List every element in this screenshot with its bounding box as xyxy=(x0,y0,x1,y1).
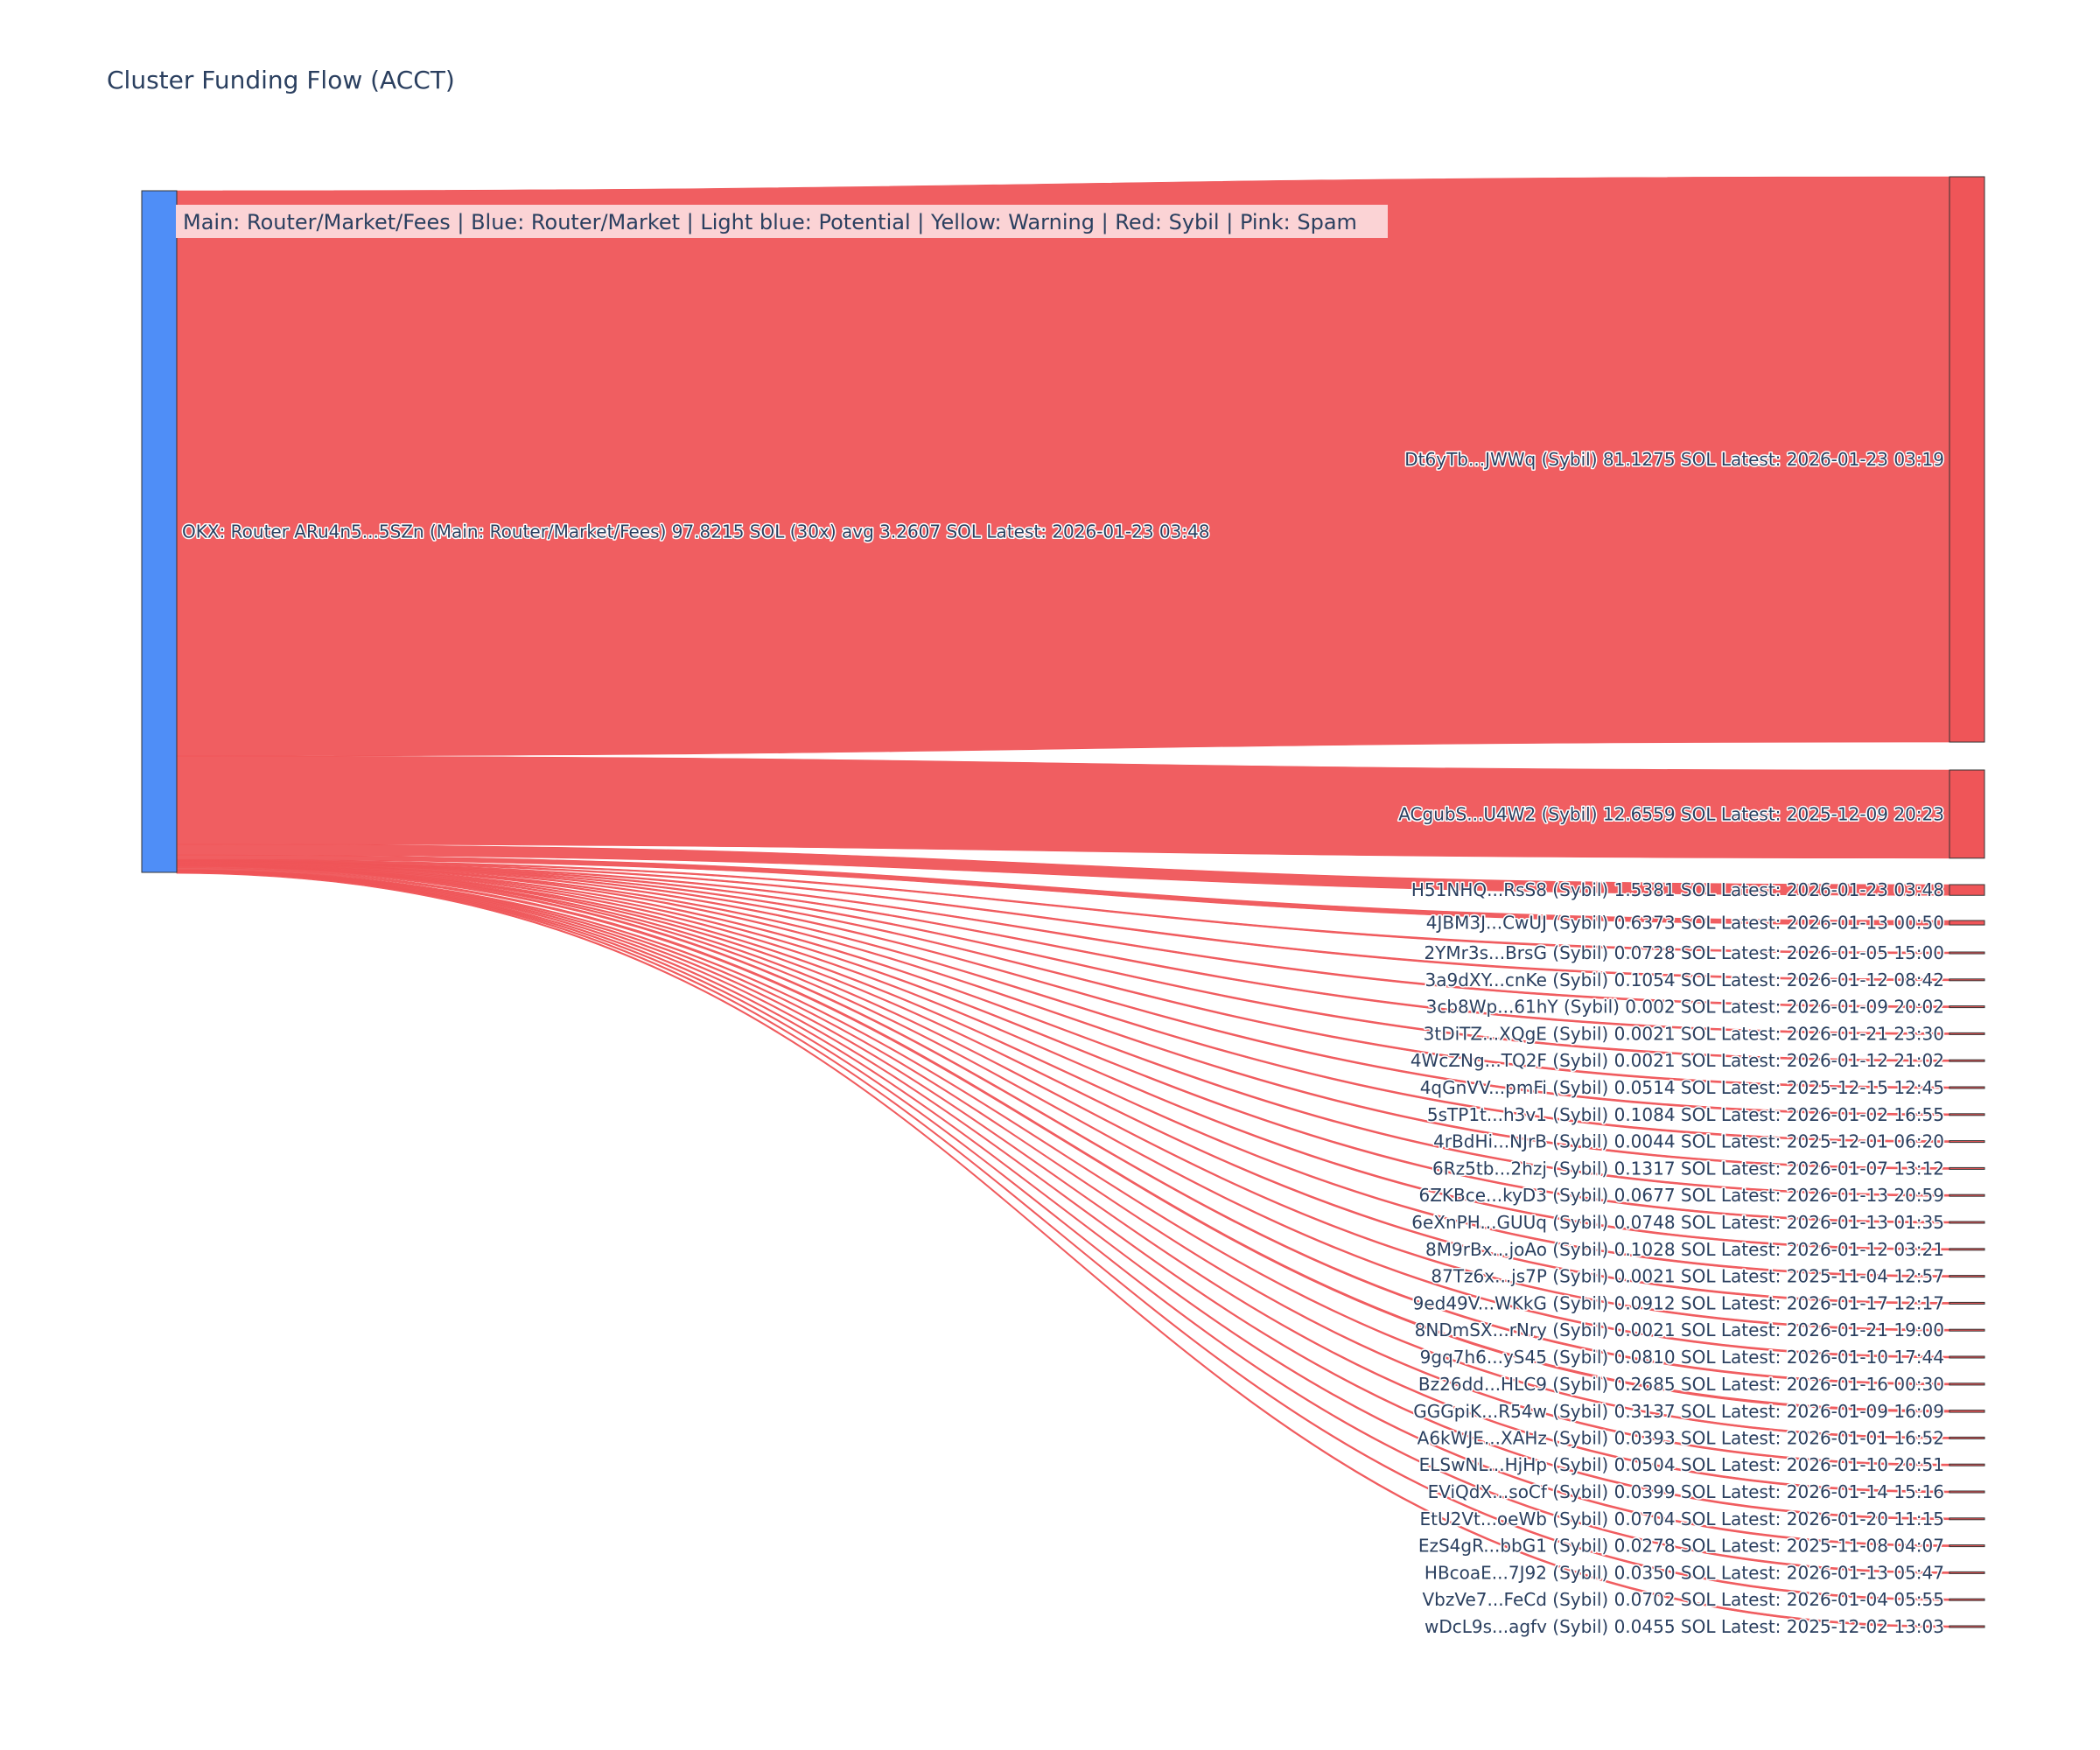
target-node xyxy=(1949,1275,1985,1278)
target-node xyxy=(1949,951,1985,955)
target-node-label: 6Rz5tb...2hzj (Sybil) 0.1317 SOL Latest:… xyxy=(1432,1158,1944,1179)
target-node-label: 6ZKBce...kyD3 (Sybil) 0.0677 SOL Latest:… xyxy=(1418,1185,1944,1206)
target-node xyxy=(1949,1598,1985,1601)
target-node-label: VbzVe7...FeCd (Sybil) 0.0702 SOL Latest:… xyxy=(1422,1589,1944,1610)
target-node-label: GGGpiK...R54w (Sybil) 0.3137 SOL Latest:… xyxy=(1413,1401,1944,1422)
target-node-label: 2YMr3s...BrsG (Sybil) 0.0728 SOL Latest:… xyxy=(1424,942,1944,963)
target-node-label: H51NHQ...RsS8 (Sybil) 1.5381 SOL Latest:… xyxy=(1411,879,1944,900)
sankey-links xyxy=(176,176,1950,1628)
target-node-label: 87Tz6x...js7P (Sybil) 0.0021 SOL Latest:… xyxy=(1431,1266,1944,1287)
target-node-label: 9ed49V...WKkG (Sybil) 0.0912 SOL Latest:… xyxy=(1413,1292,1944,1313)
legend: Main: Router/Market/Fees | Blue: Router/… xyxy=(176,205,1388,238)
source-node xyxy=(141,190,178,873)
target-node-label: 4WcZNg...TQ2F (Sybil) 0.0021 SOL Latest:… xyxy=(1410,1050,1944,1071)
target-node xyxy=(1949,1355,1985,1359)
target-node-label: 4qGnVV...pmFi (Sybil) 0.0514 SOL Latest:… xyxy=(1420,1077,1944,1098)
target-node xyxy=(1949,1005,1985,1009)
target-node-label: 6eXnPH...GUUq (Sybil) 0.0748 SOL Latest:… xyxy=(1411,1212,1944,1233)
target-node xyxy=(1949,920,1985,926)
target-node xyxy=(1949,1194,1985,1197)
chart-title: Cluster Funding Flow (ACCT) xyxy=(107,66,455,94)
target-node-label: 4rBdHi...NJrB (Sybil) 0.0044 SOL Latest:… xyxy=(1433,1131,1944,1152)
target-node xyxy=(1949,1544,1985,1548)
target-node-label: Bz26dd...HLC9 (Sybil) 0.2685 SOL Latest:… xyxy=(1418,1374,1944,1395)
target-node xyxy=(1949,1382,1985,1386)
target-node xyxy=(1949,1086,1985,1089)
target-node xyxy=(1949,1625,1985,1628)
target-node xyxy=(1949,1328,1985,1332)
target-node-label: 3a9dXY...cnKe (Sybil) 0.1054 SOL Latest:… xyxy=(1425,970,1945,990)
target-node xyxy=(1949,1517,1985,1521)
target-node-label: HBcoaE...7J92 (Sybil) 0.0350 SOL Latest:… xyxy=(1424,1562,1944,1583)
target-node-label: Dt6yTb...JWWq (Sybil) 81.1275 SOL Latest… xyxy=(1404,449,1944,470)
target-node-label: wDcL9s...agfv (Sybil) 0.0455 SOL Latest:… xyxy=(1424,1616,1944,1637)
target-node xyxy=(1949,1571,1985,1574)
target-node xyxy=(1949,884,1985,896)
target-node xyxy=(1949,1140,1985,1144)
target-node xyxy=(1949,1248,1985,1251)
target-node-label: 3cb8Wp...61hY (Sybil) 0.002 SOL Latest: … xyxy=(1426,997,1944,1018)
target-node-label: ACgubS...U4W2 (Sybil) 12.6559 SOL Latest… xyxy=(1398,803,1944,824)
target-node-label: 4JBM3J...CwUJ (Sybil) 0.6373 SOL Latest:… xyxy=(1426,913,1944,934)
legend-text: Main: Router/Market/Fees | Blue: Router/… xyxy=(183,210,1357,234)
target-node xyxy=(1949,1059,1985,1062)
target-node xyxy=(1949,1301,1985,1305)
target-node-label: 8NDmSX...rNry (Sybil) 0.0021 SOL Latest:… xyxy=(1415,1320,1944,1340)
flow-link xyxy=(176,870,1950,1494)
target-node xyxy=(1949,1436,1985,1439)
target-node xyxy=(1949,1113,1985,1116)
target-node-label: ELSwNL...HjHp (Sybil) 0.0504 SOL Latest:… xyxy=(1419,1454,1944,1475)
target-node xyxy=(1949,1032,1985,1035)
target-node xyxy=(1949,1166,1985,1170)
sankey-labels: OKX: Router ARu4n5...5SZn (Main: Router/… xyxy=(181,448,1946,1639)
target-node-label: EtU2Vt...oeWb (Sybil) 0.0704 SOL Latest:… xyxy=(1419,1508,1944,1530)
target-node xyxy=(1949,1490,1985,1494)
target-node-label: A6kWJE...XAHz (Sybil) 0.0393 SOL Latest:… xyxy=(1418,1427,1944,1448)
source-node-label: OKX: Router ARu4n5...5SZn (Main: Router/… xyxy=(182,522,1210,542)
target-node xyxy=(1949,176,1985,743)
target-node-label: 5sTP1t...h3v1 (Sybil) 0.1084 SOL Latest:… xyxy=(1427,1104,1944,1125)
target-node xyxy=(1949,1221,1985,1224)
target-node xyxy=(1949,1463,1985,1466)
target-node xyxy=(1949,978,1985,982)
target-node-label: EzS4gR...bbG1 (Sybil) 0.0278 SOL Latest:… xyxy=(1418,1536,1944,1557)
target-node xyxy=(1949,1410,1985,1413)
target-node-label: 9gq7h6...yS45 (Sybil) 0.0810 SOL Latest:… xyxy=(1420,1347,1944,1368)
target-node xyxy=(1949,769,1985,859)
legend-background xyxy=(176,205,1388,238)
sankey-nodes xyxy=(141,176,1985,1628)
target-node-label: EViQdX...soCf (Sybil) 0.0399 SOL Latest:… xyxy=(1428,1481,1944,1502)
target-node-label: 3tDiTZ...XQgE (Sybil) 0.0021 SOL Latest:… xyxy=(1424,1023,1944,1044)
target-node-label: 8M9rBx...joAo (Sybil) 0.1028 SOL Latest:… xyxy=(1425,1239,1944,1260)
